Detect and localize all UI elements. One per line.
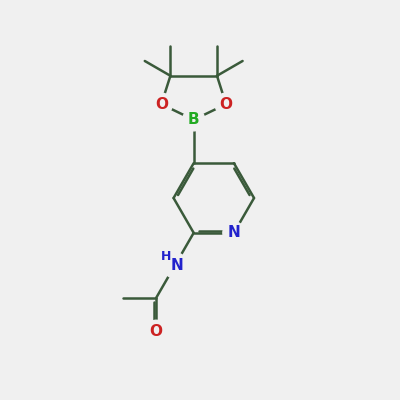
Circle shape	[150, 93, 172, 115]
Text: O: O	[155, 97, 168, 112]
Text: H: H	[161, 250, 172, 263]
Text: O: O	[220, 97, 232, 112]
Circle shape	[183, 109, 205, 131]
Text: B: B	[188, 112, 200, 127]
Circle shape	[145, 320, 167, 342]
Circle shape	[162, 253, 188, 278]
Circle shape	[215, 93, 237, 115]
Text: O: O	[150, 324, 163, 339]
Text: N: N	[228, 225, 240, 240]
Circle shape	[223, 222, 245, 244]
Text: N: N	[170, 258, 183, 273]
